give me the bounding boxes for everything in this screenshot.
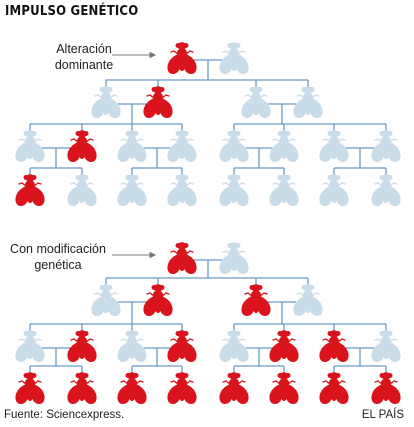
fly-pale-blue-icon <box>219 130 249 163</box>
fly-red-icon <box>167 242 197 275</box>
fly-red-icon <box>269 372 299 405</box>
fly-red-icon <box>15 372 45 405</box>
fly-pale-blue-icon <box>117 174 147 207</box>
fly-red-icon <box>67 330 97 363</box>
label-a-line1: Alteración <box>56 42 112 56</box>
fly-red-icon <box>219 372 249 405</box>
fly-red-icon <box>319 372 349 405</box>
fly-red-icon <box>371 372 401 405</box>
fly-red-icon <box>117 372 147 405</box>
source-note: Fuente: Sciencexpress. <box>4 409 125 421</box>
fly-pale-blue-icon <box>117 130 147 163</box>
fly-pale-blue-icon <box>371 130 401 163</box>
flies-layer <box>15 42 401 405</box>
fly-pale-blue-icon <box>241 86 271 119</box>
label-pointer-arrows <box>112 51 157 259</box>
fly-pale-blue-icon <box>319 130 349 163</box>
pointer-arrowhead-b <box>149 251 157 259</box>
fly-pale-blue-icon <box>219 42 249 75</box>
label-b-line2: genética <box>34 258 82 272</box>
fly-pale-blue-icon <box>117 330 147 363</box>
fly-red-icon <box>269 330 299 363</box>
fly-pale-blue-icon <box>293 284 323 317</box>
label-alteracion-dominante: Alteración dominante <box>38 41 130 73</box>
fly-pale-blue-icon <box>371 330 401 363</box>
fly-pale-blue-icon <box>219 174 249 207</box>
fly-pale-blue-icon <box>15 130 45 163</box>
fly-red-icon <box>167 372 197 405</box>
label-b-line1: Con modificación <box>10 242 106 256</box>
fly-pale-blue-icon <box>167 174 197 207</box>
fly-red-icon <box>15 174 45 207</box>
fly-pale-blue-icon <box>319 174 349 207</box>
lineage-lines <box>29 59 387 374</box>
label-a-line2: dominante <box>54 58 114 72</box>
fly-red-icon <box>67 130 97 163</box>
fly-red-icon <box>67 372 97 405</box>
pointer-arrowhead-a <box>149 51 157 59</box>
chart-title: IMPULSO GENÉTICO <box>5 4 139 19</box>
credit: EL PAÍS <box>361 409 404 421</box>
label-con-modificacion: Con modificación genética <box>2 241 114 273</box>
fly-red-icon <box>319 330 349 363</box>
fly-pale-blue-icon <box>371 174 401 207</box>
fly-red-icon <box>143 86 173 119</box>
fly-red-icon <box>241 284 271 317</box>
fly-pale-blue-icon <box>219 330 249 363</box>
fly-pale-blue-icon <box>91 86 121 119</box>
fly-pale-blue-icon <box>67 174 97 207</box>
fly-pale-blue-icon <box>219 242 249 275</box>
fly-pale-blue-icon <box>293 86 323 119</box>
fly-red-icon <box>167 42 197 75</box>
fly-pale-blue-icon <box>15 330 45 363</box>
fly-pale-blue-icon <box>269 130 299 163</box>
fly-pale-blue-icon <box>167 130 197 163</box>
fly-red-icon <box>143 284 173 317</box>
fly-red-icon <box>167 330 197 363</box>
fly-pale-blue-icon <box>269 174 299 207</box>
fly-pale-blue-icon <box>91 284 121 317</box>
